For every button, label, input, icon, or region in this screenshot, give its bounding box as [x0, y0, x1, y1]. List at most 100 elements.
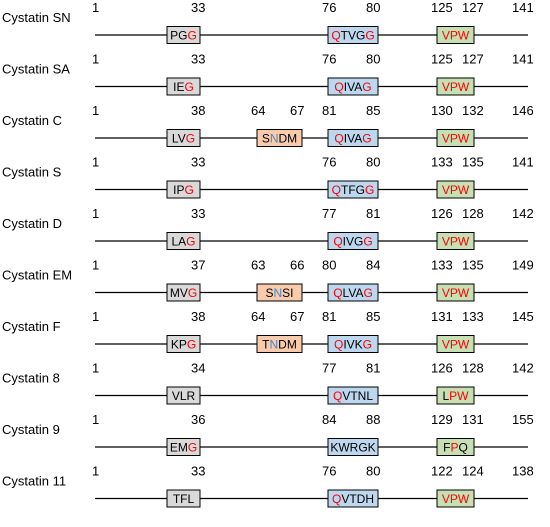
start-position: 1 [92, 155, 99, 170]
motif-green: VPW 122 124 [431, 464, 484, 508]
motif-end-position: 128 [462, 361, 484, 376]
motif-sequence: VPW [442, 29, 470, 43]
motif-blue: QTFGG 76 80 [322, 155, 380, 199]
protein-name: Cystatin F [2, 319, 61, 334]
motif-start-position: 126 [431, 206, 453, 221]
motif-sequence: SNSI [265, 286, 293, 300]
motif-residue: IP [173, 183, 184, 197]
motif-box [327, 180, 379, 199]
motif-end-position: 135 [462, 258, 484, 273]
motif-sequence: VPW [442, 235, 470, 249]
motif-box [166, 335, 201, 353]
motif-blue: KWRGK 84 88 [322, 412, 380, 456]
motif-residue: Q [332, 492, 341, 506]
motif-green: VPW 126 128 [431, 206, 484, 250]
motif-start-position: 122 [431, 464, 453, 479]
motif-box [166, 283, 201, 302]
motif-residue: PG [170, 29, 187, 43]
motif-box [166, 180, 201, 199]
motif-sequence: QIVKG [334, 338, 372, 352]
motif-end-position: 80 [366, 52, 380, 67]
motif-residue: Q [331, 29, 340, 43]
motif-residue: Q [459, 441, 468, 455]
motif-residue: VTNL [342, 389, 373, 403]
motif-sequence: VLR [172, 389, 196, 403]
motif-box [166, 386, 201, 405]
motif-residue: VPW [442, 338, 470, 352]
motif-end-position: 67 [290, 103, 304, 118]
motif-end-position: 81 [366, 206, 380, 221]
motif-sequence: FPQ [443, 441, 468, 455]
motif-sequence: VPW [442, 338, 470, 352]
motif-box [436, 335, 475, 353]
motif-sequence: QVTNL [333, 389, 373, 403]
motif-residue: G [187, 338, 196, 352]
motif-start-position: 84 [322, 412, 336, 427]
motif-start-position: 130 [431, 103, 453, 118]
motif-orange: SNDM 64 67 [251, 103, 304, 147]
motif-box [166, 129, 201, 147]
motif-position: 38 [191, 103, 205, 118]
motif-start-position: 129 [431, 412, 453, 427]
motif-sequence: KPG [171, 338, 196, 352]
motif-box [256, 283, 303, 302]
motif-end-position: 85 [366, 103, 380, 118]
motif-residue: G [362, 132, 371, 146]
protein-name: Cystatin 8 [2, 371, 60, 386]
motif-residue: IVG [343, 235, 364, 249]
motif-sequence: TNDM [262, 338, 297, 352]
start-position: 1 [92, 309, 99, 324]
end-position: 141 [512, 155, 534, 170]
motif-end-position: 67 [290, 309, 304, 324]
motif-position: 33 [191, 464, 205, 479]
motif-start-position: 125 [431, 0, 453, 15]
end-position: 141 [512, 0, 534, 15]
motif-end-position: 133 [462, 309, 484, 324]
motif-sequence: VPW [442, 183, 470, 197]
motif-end-position: 131 [462, 412, 484, 427]
motif-box [436, 77, 475, 96]
motif-residue: MV [170, 286, 188, 300]
motif-residue: LV [172, 132, 186, 146]
motif-residue: G [365, 29, 374, 43]
start-position: 1 [92, 52, 99, 67]
motif-residue: Q [333, 235, 342, 249]
motif-green: FPQ 129 131 [431, 412, 484, 456]
motif-end-position: 132 [462, 103, 484, 118]
motif-box [327, 26, 379, 44]
motif-residue: IVA [344, 132, 362, 146]
end-position: 138 [512, 464, 534, 479]
motif-gray: IPG 33 [166, 155, 205, 199]
motif-box [436, 386, 475, 405]
motif-sequence: LVG [172, 132, 195, 146]
motif-start-position: 76 [322, 52, 336, 67]
motif-start-position: 63 [251, 258, 265, 273]
motif-blue: QVTDH 76 80 [322, 464, 380, 508]
motif-green: VPW 125 127 [431, 0, 484, 44]
protein-row: Cystatin 9 1 155 EMG 36 KWRGK 84 88 FPQ 129 131 [2, 412, 534, 456]
motif-position: 33 [191, 52, 205, 67]
motif-residue: IVK [343, 338, 362, 352]
motif-residue: SI [282, 286, 293, 300]
motif-position: 34 [191, 361, 205, 376]
motif-residue: Q [334, 338, 343, 352]
motif-position: 33 [191, 0, 205, 15]
motif-residue: TFG [341, 183, 365, 197]
motif-blue: QIVAG 81 85 [322, 103, 380, 147]
motif-residue: VPW [442, 132, 470, 146]
start-position: 1 [92, 412, 99, 427]
motif-residue: G [185, 183, 194, 197]
motif-box [327, 77, 379, 96]
motif-start-position: 76 [322, 464, 336, 479]
motif-box [166, 26, 201, 44]
motif-residue: VPW [442, 183, 470, 197]
protein-name: Cystatin SA [2, 62, 70, 77]
motif-start-position: 76 [322, 0, 336, 15]
motif-sequence: KWRGK [330, 441, 375, 455]
motif-start-position: 131 [431, 309, 453, 324]
motif-box [166, 77, 201, 96]
motif-start-position: 64 [251, 309, 265, 324]
